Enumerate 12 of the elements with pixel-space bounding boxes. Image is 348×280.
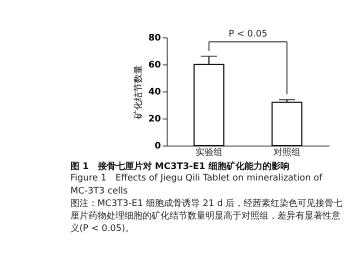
y-tick-label: 40 <box>148 88 161 98</box>
annotation: P < 0.05 <box>228 29 268 40</box>
y-tick-label: 80 <box>148 34 161 44</box>
y-tick-label: 0 <box>154 142 161 152</box>
x-tick-label: 对照组 <box>273 147 300 158</box>
y-axis-title: 矿化结节数量 <box>133 64 144 120</box>
x-tick-label: 实验组 <box>195 147 222 158</box>
y-tick-label: 20 <box>148 114 161 125</box>
text: Figure 1 Effects of Jiegu Qili Tablet on mineralization of MC-3T3 cells <box>70 174 324 196</box>
text: 图 1 接骨七厘片对 MC3T3-E1 细胞矿化能力的影响 <box>70 161 290 172</box>
text: 图注：MC3T3-E1 细胞成骨诱导 21 d 后，经茜素红染色可见接骨七厘片药物处理细胞的矿化结节数量明显高于对照组，差异有显著性意义(P < 0.05)。 <box>70 198 343 234</box>
y-tick-label: 60 <box>148 60 161 71</box>
